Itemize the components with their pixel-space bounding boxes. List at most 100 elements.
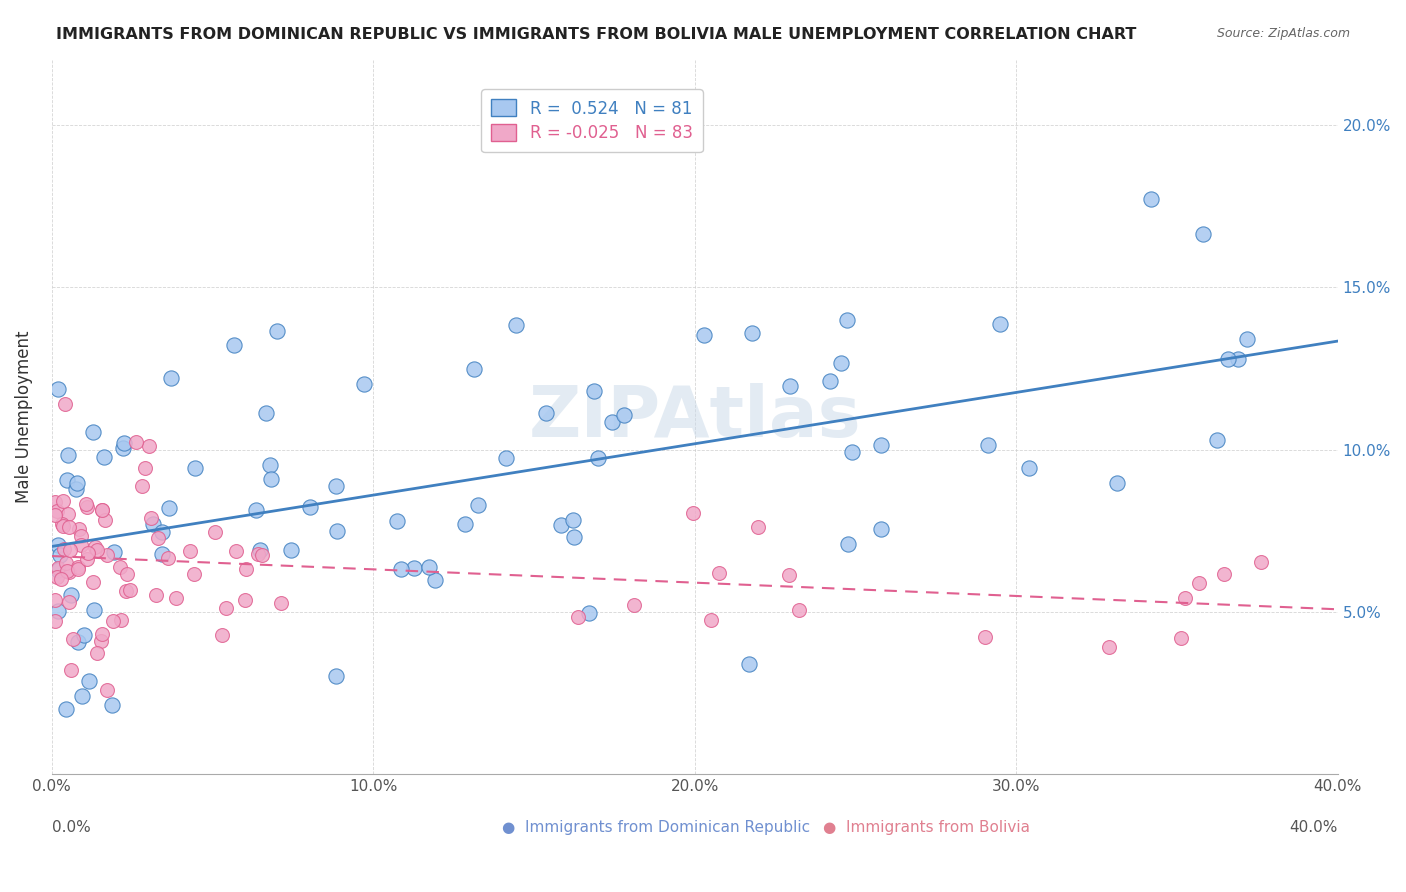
Point xyxy=(779,379,801,393)
Point xyxy=(111,441,134,455)
Point xyxy=(150,547,173,561)
Point xyxy=(233,593,256,607)
Point xyxy=(325,668,347,682)
Point xyxy=(101,614,124,628)
Point xyxy=(90,503,112,517)
Point xyxy=(536,406,558,420)
Point xyxy=(45,570,67,584)
Point xyxy=(125,435,148,450)
Point xyxy=(82,575,104,590)
Legend: R =  0.524   N = 81, R = -0.025   N = 83: R = 0.524 N = 81, R = -0.025 N = 83 xyxy=(481,89,703,153)
Point xyxy=(567,610,589,624)
Point xyxy=(870,522,893,536)
Point xyxy=(789,603,811,617)
Point xyxy=(82,425,104,439)
Point xyxy=(326,524,349,538)
Point xyxy=(391,562,413,576)
Point xyxy=(77,546,100,560)
Point xyxy=(59,589,82,603)
Point xyxy=(818,374,841,388)
Point xyxy=(83,603,105,617)
Point xyxy=(700,613,723,627)
Point xyxy=(280,543,302,558)
Point xyxy=(58,520,80,534)
Point xyxy=(62,632,84,646)
Point xyxy=(562,530,585,544)
Point xyxy=(72,628,94,642)
Point xyxy=(165,591,187,606)
Point xyxy=(76,500,98,515)
Point xyxy=(110,613,132,627)
Point xyxy=(977,438,1000,452)
Point xyxy=(77,673,100,688)
Point xyxy=(224,338,246,352)
Point xyxy=(183,566,205,581)
Point xyxy=(869,438,891,452)
Point xyxy=(65,475,87,490)
Point xyxy=(1018,460,1040,475)
Point xyxy=(252,549,274,563)
Point xyxy=(90,634,112,648)
Point xyxy=(131,479,153,493)
Point xyxy=(44,614,66,628)
Point xyxy=(586,451,609,466)
Point xyxy=(46,563,69,577)
Point xyxy=(682,506,704,520)
Point xyxy=(707,566,730,581)
Point xyxy=(55,473,77,487)
Point xyxy=(613,408,636,422)
Point xyxy=(235,562,257,576)
Text: ZIPAtlas: ZIPAtlas xyxy=(529,383,860,451)
Point xyxy=(51,517,73,532)
Point xyxy=(96,549,118,563)
Point xyxy=(65,482,87,496)
Point xyxy=(138,439,160,453)
Point xyxy=(1188,576,1211,591)
Text: 0.0%: 0.0% xyxy=(52,820,90,835)
Point xyxy=(425,573,447,587)
Point xyxy=(150,524,173,539)
Point xyxy=(266,324,288,338)
Point xyxy=(1212,566,1234,581)
Point xyxy=(841,445,863,459)
Point xyxy=(156,550,179,565)
Point xyxy=(325,479,347,493)
Point xyxy=(1227,352,1250,367)
Point xyxy=(562,513,585,527)
Point xyxy=(56,507,79,521)
Point xyxy=(204,525,226,540)
Text: ●  Immigrants from Bolivia: ● Immigrants from Bolivia xyxy=(824,820,1031,835)
Point xyxy=(67,522,90,536)
Point xyxy=(58,448,80,462)
Point xyxy=(623,599,645,613)
Point xyxy=(1250,555,1272,569)
Point xyxy=(385,514,408,528)
Point xyxy=(837,537,859,551)
Point xyxy=(1170,632,1192,646)
Point xyxy=(693,327,716,342)
Point xyxy=(225,544,247,558)
Point xyxy=(835,313,858,327)
Point xyxy=(249,542,271,557)
Point xyxy=(778,568,800,582)
Point xyxy=(495,451,517,466)
Point xyxy=(52,494,75,508)
Point xyxy=(418,560,440,574)
Point xyxy=(67,635,90,649)
Point xyxy=(120,583,142,598)
Point xyxy=(600,415,623,429)
Point xyxy=(1192,227,1215,241)
Point xyxy=(467,498,489,512)
Point xyxy=(259,458,281,472)
Point xyxy=(90,627,112,641)
Point xyxy=(53,541,76,556)
Text: Source: ZipAtlas.com: Source: ZipAtlas.com xyxy=(1216,27,1350,40)
Point xyxy=(110,560,132,574)
Point xyxy=(46,504,69,518)
Point xyxy=(1216,351,1239,366)
Point xyxy=(46,382,69,396)
Point xyxy=(1105,475,1128,490)
Text: IMMIGRANTS FROM DOMINICAN REPUBLIC VS IMMIGRANTS FROM BOLIVIA MALE UNEMPLOYMENT : IMMIGRANTS FROM DOMINICAN REPUBLIC VS IM… xyxy=(56,27,1136,42)
Point xyxy=(211,627,233,641)
Point xyxy=(60,663,83,677)
